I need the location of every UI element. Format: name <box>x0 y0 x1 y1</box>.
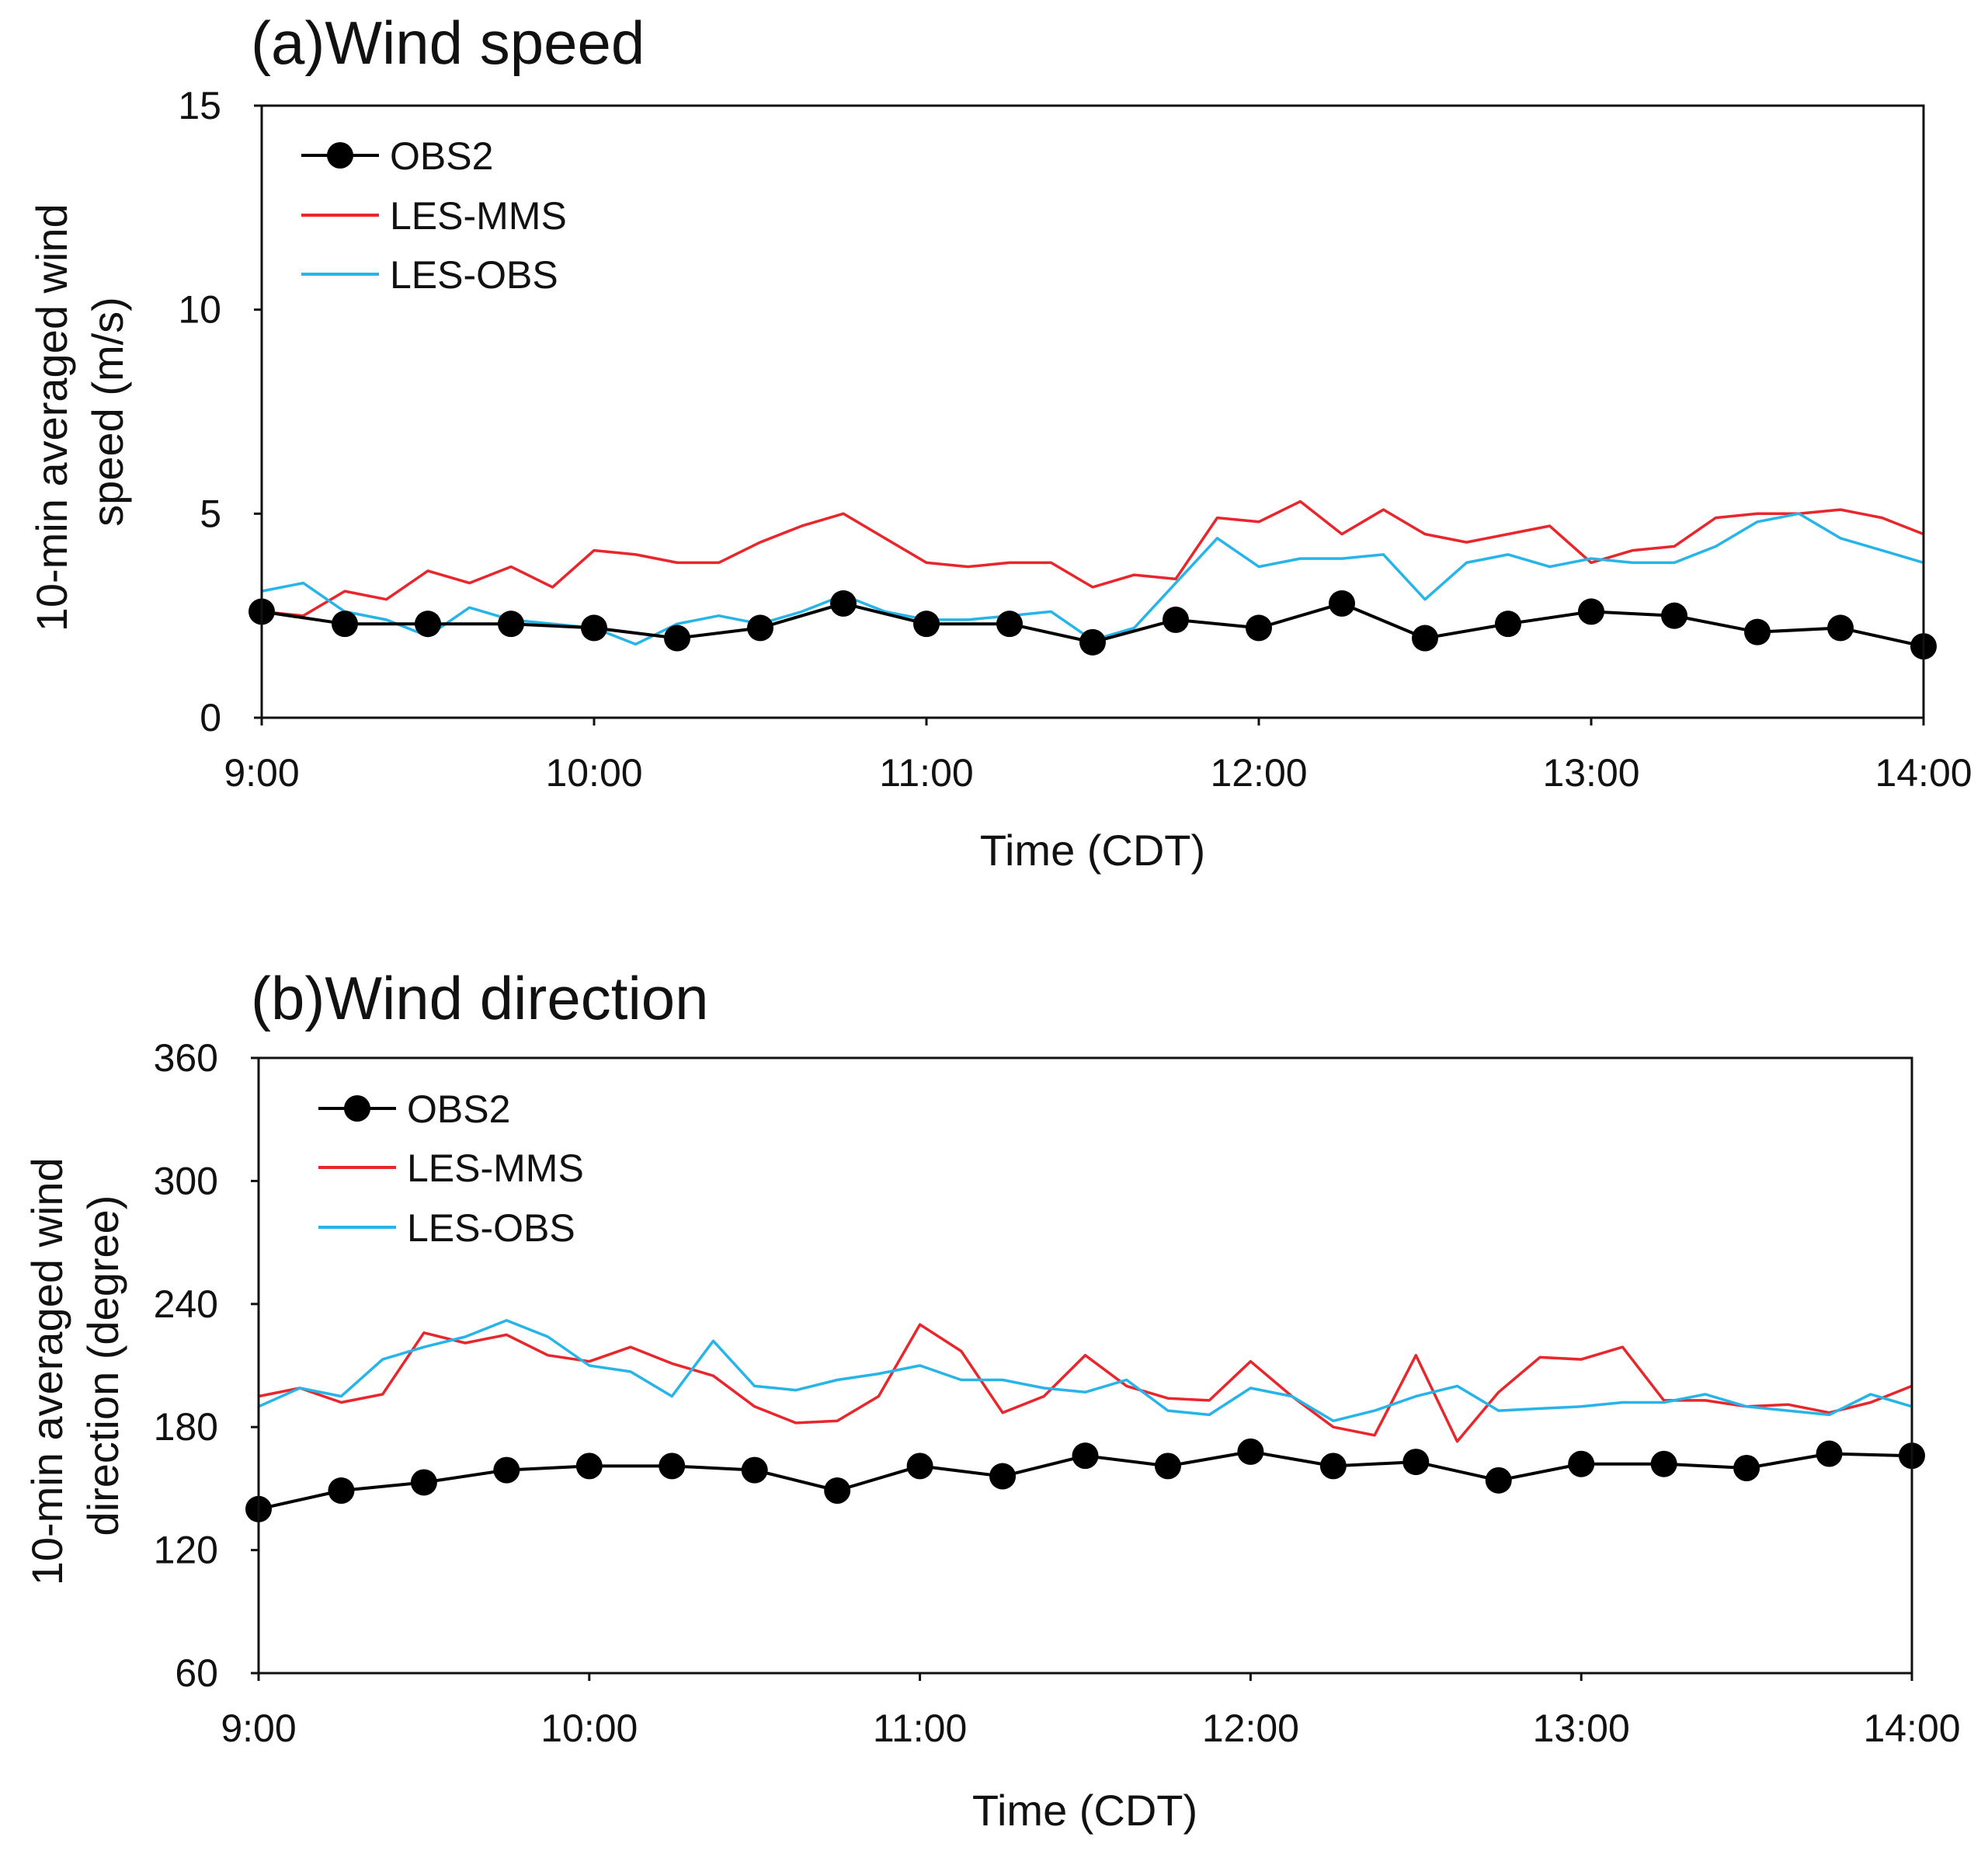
data-point-obs2 <box>996 611 1023 638</box>
data-point-obs2 <box>1485 1467 1512 1494</box>
legend-label-obs2: OBS2 <box>407 1087 510 1131</box>
data-point-obs2 <box>410 1469 437 1496</box>
data-point-obs2 <box>906 1453 933 1480</box>
data-point-obs2 <box>1568 1450 1595 1477</box>
data-point-obs2 <box>664 625 690 652</box>
legend-marker-obs2 <box>327 142 353 169</box>
series-line-les-mms <box>261 499 1924 618</box>
y-tick-label: 240 <box>154 1282 218 1326</box>
legend: OBS2 LES-MMS LES-OBS <box>301 134 567 297</box>
x-tick-label: 13:00 <box>1533 1707 1630 1750</box>
data-point-obs2 <box>659 1453 686 1480</box>
x-tick-label: 14:00 <box>1863 1707 1960 1750</box>
data-point-obs2 <box>747 614 773 642</box>
plot-frame <box>260 104 1925 719</box>
data-point-obs2 <box>1072 1442 1099 1470</box>
data-point-obs2 <box>498 611 524 638</box>
x-tick-label: 14:00 <box>1875 751 1972 795</box>
y-tick-label: 0 <box>200 696 221 739</box>
data-point-obs2 <box>1329 590 1355 617</box>
data-point-obs2 <box>581 614 607 642</box>
data-point-obs2 <box>1578 598 1604 625</box>
x-tick-label: 11:00 <box>879 751 973 795</box>
x-tick-label: 12:00 <box>1210 751 1307 795</box>
y-tick-label: 10 <box>178 288 221 332</box>
data-point-obs2 <box>741 1456 768 1484</box>
y-axis-label-line-1: 10-min averaged wind <box>23 1157 71 1585</box>
data-point-obs2 <box>830 590 857 617</box>
data-point-obs2 <box>1237 1438 1264 1465</box>
data-point-obs2 <box>1319 1453 1347 1480</box>
plot-frame <box>257 1056 1913 1675</box>
data-point-obs2 <box>913 611 940 638</box>
legend-label-les-obs: LES-OBS <box>390 253 558 297</box>
y-tick-label: 120 <box>154 1529 218 1572</box>
data-point-obs2 <box>1733 1455 1760 1481</box>
data-point-obs2 <box>1412 625 1438 652</box>
y-axis-label-line-2: direction (degree) <box>78 1195 127 1536</box>
y-axis-label: 10-min averaged wind direction (degree) <box>23 1146 127 1586</box>
data-point-obs2 <box>575 1453 603 1480</box>
x-tick-label: 13:00 <box>1542 751 1639 795</box>
y-tick-label: 15 <box>178 84 221 127</box>
x-tick-label: 10:00 <box>540 1707 638 1750</box>
wind-direction-chart: (b)Wind direction 60 120 180 240 300 360 9:00… <box>23 964 1961 1835</box>
data-point-obs2 <box>1827 614 1854 642</box>
y-axis-label: 10-min averaged wind speed (m/s) <box>27 192 132 632</box>
data-point-obs2 <box>415 611 441 638</box>
y-tick-label: 60 <box>175 1651 218 1695</box>
chart-title: (b)Wind direction <box>251 964 709 1032</box>
y-tick-label: 360 <box>154 1036 218 1080</box>
data-point-obs2 <box>493 1456 520 1484</box>
legend-label-les-mms: LES-MMS <box>390 194 567 238</box>
data-point-obs2 <box>1495 611 1521 638</box>
legend: OBS2 LES-MMS LES-OBS <box>318 1087 584 1250</box>
x-axis-label: Time (CDT) <box>980 826 1205 875</box>
legend-label-les-obs: LES-OBS <box>407 1206 575 1250</box>
x-tick-label: 9:00 <box>224 751 299 795</box>
data-point-obs2 <box>1816 1440 1843 1467</box>
data-point-obs2 <box>332 611 358 638</box>
data-point-obs2 <box>1650 1450 1677 1477</box>
y-tick-label: 5 <box>200 492 221 535</box>
legend-marker-obs2 <box>344 1095 370 1122</box>
data-point-obs2 <box>1744 618 1771 645</box>
data-point-obs2 <box>1079 628 1106 656</box>
y-tick-label: 300 <box>154 1159 218 1202</box>
data-point-obs2 <box>1246 614 1272 642</box>
data-point-obs2 <box>1163 606 1189 633</box>
data-point-obs2 <box>1402 1449 1430 1476</box>
x-tick-label: 10:00 <box>545 751 642 795</box>
x-tick-label: 11:00 <box>873 1707 967 1750</box>
data-point-obs2 <box>989 1463 1017 1490</box>
y-tick-label: 180 <box>154 1405 218 1449</box>
wind-speed-chart: (a)Wind speed 0 5 10 15 9:00 10:00 11:00 12:00… <box>27 9 1972 875</box>
legend-label-les-mms: LES-MMS <box>407 1146 584 1190</box>
legend-label-obs2: OBS2 <box>390 134 493 178</box>
series-line-les-mms <box>258 1323 1913 1443</box>
data-point-obs2 <box>328 1477 355 1505</box>
data-point-obs2 <box>824 1477 851 1505</box>
data-point-obs2 <box>1154 1453 1181 1480</box>
series-line-les-obs <box>258 1319 1913 1423</box>
chart-title: (a)Wind speed <box>251 9 645 77</box>
y-axis-label-line-2: speed (m/s) <box>83 297 132 527</box>
x-axis-label: Time (CDT) <box>972 1786 1197 1835</box>
data-point-obs2 <box>1661 602 1687 629</box>
y-axis-label-line-1: 10-min averaged wind <box>27 204 76 631</box>
x-tick-label: 9:00 <box>221 1707 296 1750</box>
x-tick-label: 12:00 <box>1202 1707 1299 1750</box>
